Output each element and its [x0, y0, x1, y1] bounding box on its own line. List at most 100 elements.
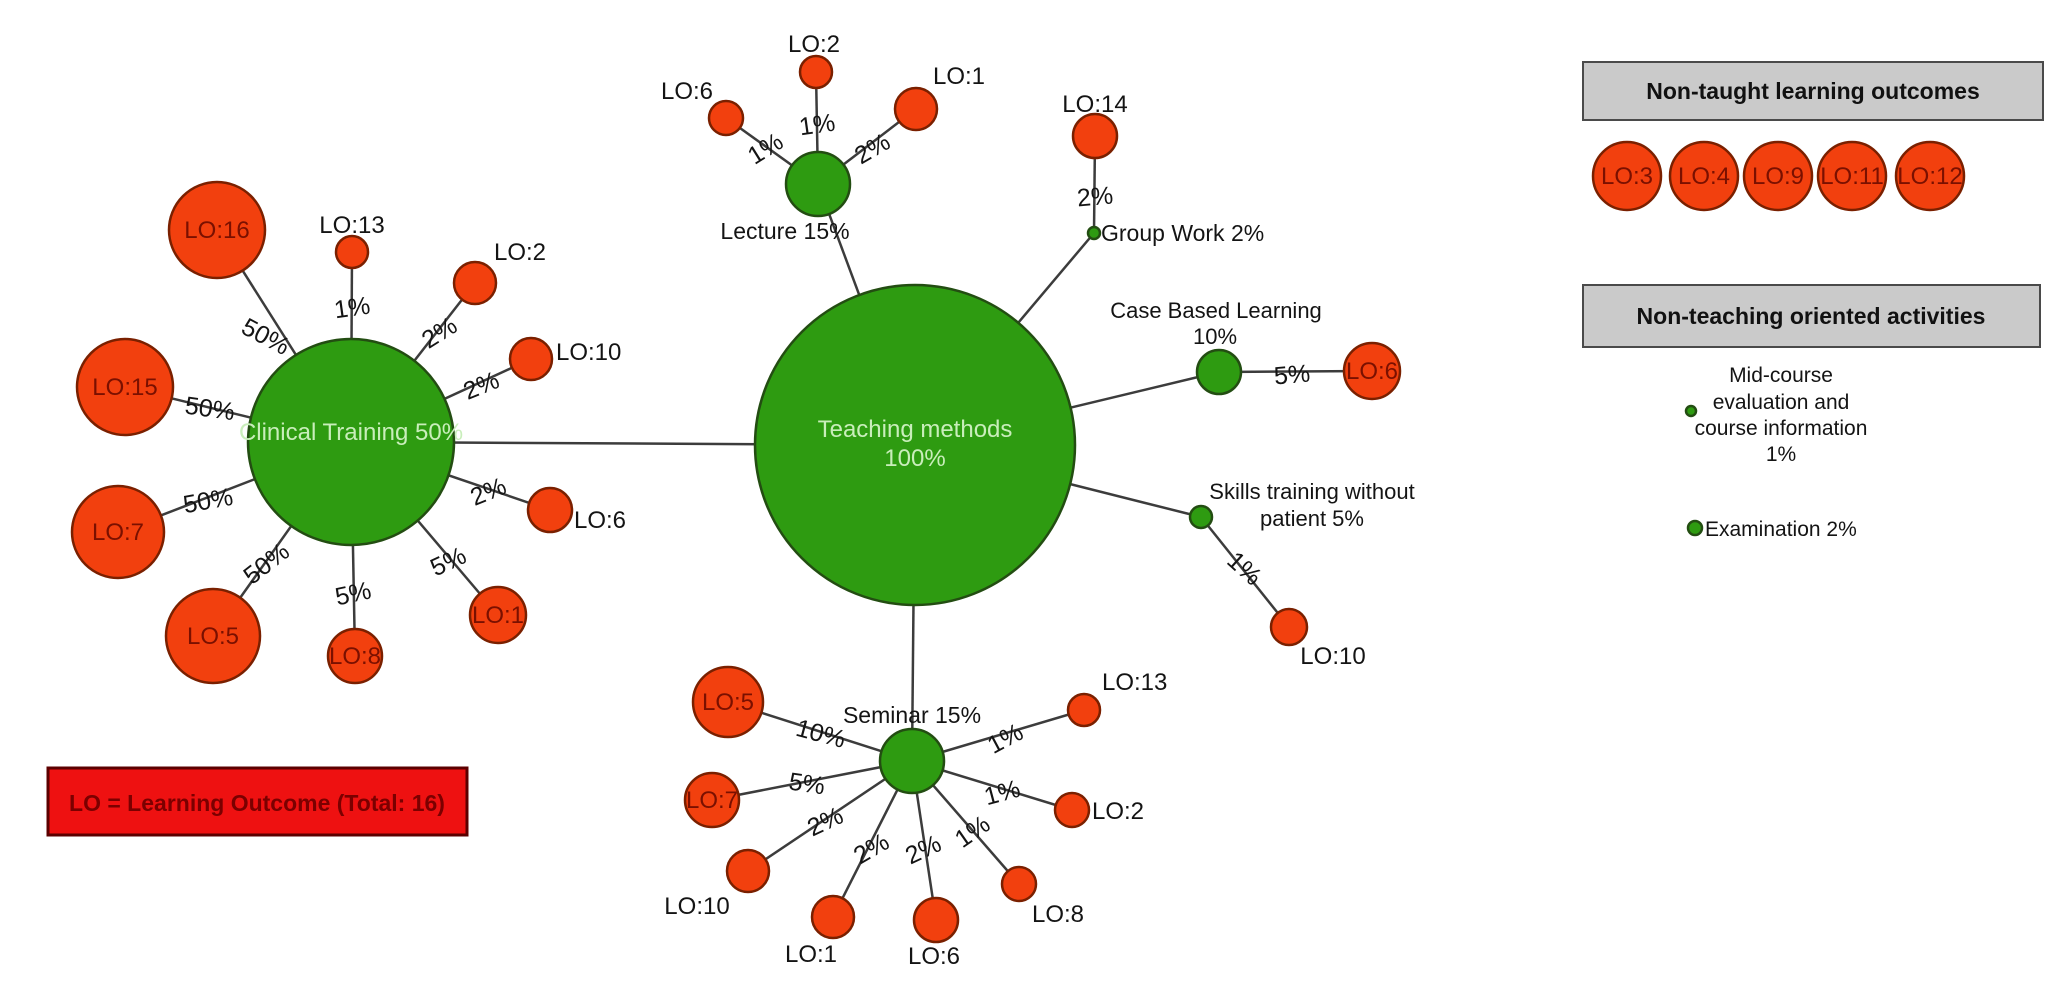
- seminar-node: [878, 727, 946, 795]
- percent-label: 1%: [332, 292, 372, 325]
- edge-seminar-lo7: [711, 759, 913, 802]
- lo-label: LO:10: [1300, 643, 1365, 670]
- lo-node: [167, 180, 267, 280]
- lo-label: LO:6: [661, 78, 713, 105]
- lo-label: LO:2: [788, 31, 840, 58]
- lo-node: [452, 260, 498, 306]
- mid-course-pct: 1%: [1766, 443, 1796, 466]
- case-based-learning-label: Case Based Learning: [1110, 298, 1322, 323]
- lo-node: [1071, 112, 1119, 160]
- lo-label: LO:12: [1897, 163, 1962, 190]
- lo-label: LO:8: [329, 643, 381, 670]
- percent-label: 2%: [850, 128, 895, 170]
- clinical-training-label: Clinical Training 50%: [239, 419, 463, 446]
- percent-label: 5%: [787, 768, 827, 801]
- lo-label: LO:10: [556, 339, 621, 366]
- lo-label: LO:7: [92, 519, 144, 546]
- lo-nodes: [70, 54, 1402, 944]
- legend-non-taught: Non-taught learning outcomes LO:3 LO:4 L…: [1582, 61, 2044, 212]
- skills-training-pct: patient 5%: [1260, 506, 1364, 531]
- lo-label: LO:6: [908, 943, 960, 970]
- percent-label: 50%: [181, 483, 235, 519]
- lo-label: LO:3: [1601, 163, 1653, 190]
- lo-node: [1066, 692, 1102, 728]
- lo-node: [70, 484, 166, 580]
- mid-course-label: course information: [1695, 417, 1868, 440]
- mid-course-label: Mid-course: [1729, 364, 1833, 387]
- non-taught-box: [1582, 61, 2044, 121]
- group-work-label: Group Work 2%: [1101, 220, 1264, 246]
- lo-node: [707, 99, 745, 137]
- percent-label: 5%: [1273, 359, 1311, 390]
- lo-node: [508, 336, 554, 382]
- lo-node: [1269, 607, 1309, 647]
- lo-label: LO:16: [184, 217, 249, 244]
- lo-node: [164, 587, 262, 685]
- percent-label: 50%: [238, 537, 295, 590]
- lo-label: LO:5: [187, 623, 239, 650]
- examination-label: Examination 2%: [1705, 518, 1857, 541]
- lo-labels: LO:16 LO:13 LO:2 LO:10 LO:15 LO:7 LO:5 L…: [92, 31, 1398, 970]
- lecture-label: Lecture 15%: [720, 218, 849, 244]
- lo-node: [1894, 140, 1966, 212]
- lo-node: [1742, 140, 1814, 212]
- non-teaching-box: [1582, 284, 2041, 348]
- percent-label: 50%: [237, 313, 294, 361]
- lecture-node: [784, 150, 852, 218]
- hub-labels: Teaching methods 100% Clinical Training …: [239, 218, 1415, 728]
- lo-label: LO:7: [686, 787, 738, 814]
- lo-label: LO:13: [1102, 669, 1167, 696]
- clinical-training-node: [246, 337, 456, 547]
- percent-label: 50%: [183, 392, 236, 427]
- lo-label: LO:1: [933, 63, 985, 90]
- lo-label: LO:6: [574, 507, 626, 534]
- lo-node: [912, 896, 960, 944]
- lo-node: [1342, 341, 1402, 401]
- lo-label: LO:1: [472, 602, 524, 629]
- lo-node: [1053, 791, 1091, 829]
- note-rect: [46, 766, 469, 837]
- case-based-learning-node: [1195, 348, 1243, 396]
- lo-label: LO:13: [319, 212, 384, 239]
- percent-label: 2%: [849, 828, 894, 870]
- lo-label: LO:2: [1092, 798, 1144, 825]
- skills-training-label: Skills training without: [1209, 479, 1414, 504]
- lo-label: LO:10: [664, 893, 729, 920]
- lo-node: [1591, 140, 1663, 212]
- teaching-methods-label: Teaching methods: [818, 416, 1013, 443]
- lo-node: [1668, 140, 1740, 212]
- lo-label: LO:5: [702, 689, 754, 716]
- lo-node: [893, 86, 939, 132]
- note-text: LO = Learning Outcome (Total: 16): [69, 790, 445, 816]
- lo-node: [326, 627, 384, 685]
- lo-label: LO:2: [494, 239, 546, 266]
- teaching-methods-node: [753, 283, 1077, 607]
- lo-node: [810, 894, 856, 940]
- edge-skills-lo10: [1200, 516, 1290, 628]
- percent-label: 1%: [797, 109, 837, 142]
- lo-label: LO:1: [785, 941, 837, 968]
- percent-label: 1%: [983, 718, 1028, 760]
- percent-label: 2%: [459, 366, 503, 405]
- lo-node: [468, 585, 528, 645]
- note-box: LO = Learning Outcome (Total: 16): [46, 766, 469, 837]
- percent-label: 5%: [333, 577, 374, 612]
- lo-node: [75, 337, 175, 437]
- mid-course-label: evaluation and: [1713, 391, 1850, 414]
- mid-course-dot: [1684, 404, 1698, 418]
- lo-label: LO:9: [1752, 163, 1804, 190]
- lo-node: [526, 486, 574, 534]
- non-taught-title: Non-taught learning outcomes: [1646, 78, 1980, 104]
- lo-node: [334, 234, 370, 270]
- seminar-label: Seminar 15%: [843, 702, 981, 728]
- lo-node: [691, 665, 765, 739]
- lo-node: [798, 54, 834, 90]
- lo-label: LO:15: [92, 374, 157, 401]
- non-teaching-title: Non-teaching oriented activities: [1637, 303, 1986, 329]
- group-work-node: [1086, 225, 1102, 241]
- percent-label: 1%: [981, 775, 1023, 811]
- lo-label: LO:6: [1346, 358, 1398, 385]
- examination-dot: [1686, 519, 1704, 537]
- percent-label: 10%: [793, 714, 849, 754]
